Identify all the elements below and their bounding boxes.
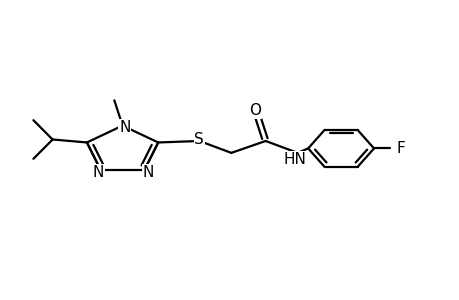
- Text: F: F: [395, 141, 404, 156]
- Text: S: S: [194, 132, 204, 147]
- Text: HN: HN: [283, 152, 306, 167]
- Text: O: O: [249, 103, 261, 118]
- Text: N: N: [119, 120, 130, 135]
- Text: N: N: [92, 165, 104, 180]
- Text: N: N: [142, 165, 154, 180]
